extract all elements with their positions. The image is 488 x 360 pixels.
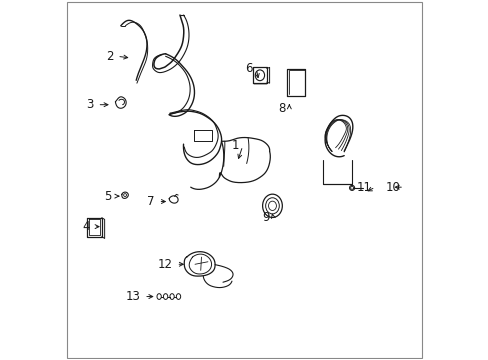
Text: 7: 7 xyxy=(147,195,155,208)
Text: 6: 6 xyxy=(245,62,252,75)
Text: 4: 4 xyxy=(82,220,90,233)
Text: 9: 9 xyxy=(262,211,269,224)
Text: 12: 12 xyxy=(158,258,172,271)
Text: 10: 10 xyxy=(385,181,400,194)
Text: 13: 13 xyxy=(125,290,140,303)
Text: 1: 1 xyxy=(231,139,239,152)
Text: 8: 8 xyxy=(278,102,285,115)
Text: 2: 2 xyxy=(106,50,113,63)
Text: 5: 5 xyxy=(104,190,112,203)
Text: 11: 11 xyxy=(356,181,371,194)
Text: 3: 3 xyxy=(86,98,94,111)
